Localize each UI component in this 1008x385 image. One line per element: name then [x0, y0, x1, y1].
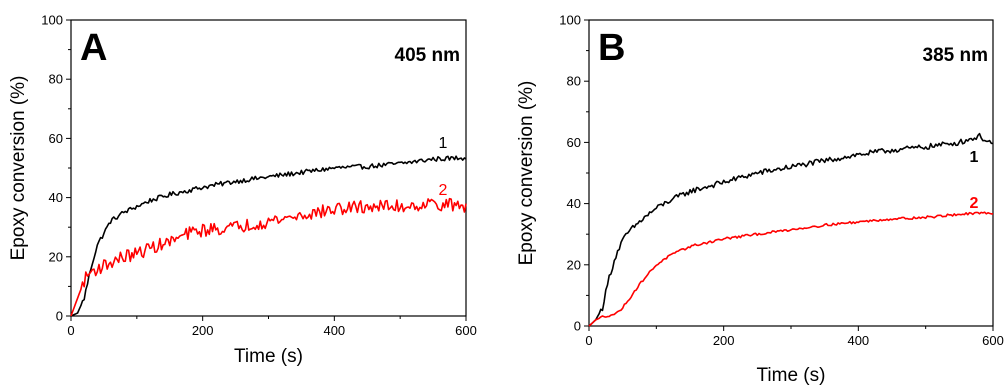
- panel-a-x-tick-label: 400: [323, 323, 345, 338]
- panel-b-y-tick-label: 20: [567, 257, 581, 272]
- panel-b-x-tick-label: 0: [585, 333, 592, 348]
- panel-b-y-tick-label: 100: [559, 13, 581, 28]
- panel-a-y-tick-label: 0: [56, 309, 63, 324]
- panel-a-y-tick-label: 40: [49, 190, 63, 205]
- panel-a-y-tick-label: 60: [49, 131, 63, 146]
- panel-b-series-1-label: 1: [970, 149, 979, 166]
- panel-b-y-tick-label: 80: [567, 74, 581, 89]
- panel-a-x-tick-label: 0: [67, 323, 74, 338]
- panel-b-y-tick-label: 0: [574, 319, 581, 334]
- panel-a-y-tick-label: 80: [49, 72, 63, 87]
- panel-b-y-tick-label: 60: [567, 135, 581, 150]
- panel-a-letter: A: [80, 27, 107, 69]
- panel-b-y-axis-title: Epoxy conversion (%): [516, 81, 537, 266]
- panel-b-x-tick-label: 400: [847, 333, 869, 348]
- panel-b-letter: B: [598, 27, 625, 69]
- panel-b-chart: 0 20 40 60 80 100 0 200 400 600 Time (s) Epoxy conv…: [516, 13, 1004, 385]
- panel-b-series-1-line: [588, 132, 994, 327]
- panel-a-x-tick-label: 200: [192, 323, 214, 338]
- panel-b-x-axis-title: Time (s): [757, 365, 826, 385]
- panel-a-y-axis-title: Epoxy conversion (%): [8, 76, 29, 261]
- panel-a-series-1-label: 1: [439, 135, 448, 152]
- panel-a-series-2-label: 2: [439, 182, 448, 199]
- panel-b-series-2-line: [588, 211, 994, 327]
- panel-a-wavelength-label: 405 nm: [395, 45, 460, 66]
- panel-a-series-1-line: [70, 155, 467, 317]
- panel-a-y-tick-label: 20: [49, 249, 63, 264]
- panel-a-y-tick-label: 100: [41, 13, 63, 28]
- panel-a-chart: 0 20 40 60 80 100 0 200 400 600 Time (s) Epoxy conv…: [8, 13, 477, 368]
- panel-b-series-2-label: 2: [970, 195, 979, 212]
- panel-a-x-tick-label: 600: [455, 323, 477, 338]
- panel-b-wavelength-label: 385 nm: [923, 45, 988, 66]
- panel-a-x-axis-title: Time (s): [234, 346, 303, 367]
- panel-b-y-tick-label: 40: [567, 196, 581, 211]
- panel-a-series-2-line: [70, 197, 467, 317]
- panel-b-x-tick-label: 200: [713, 333, 735, 348]
- panel-b-x-tick-label: 600: [982, 333, 1004, 348]
